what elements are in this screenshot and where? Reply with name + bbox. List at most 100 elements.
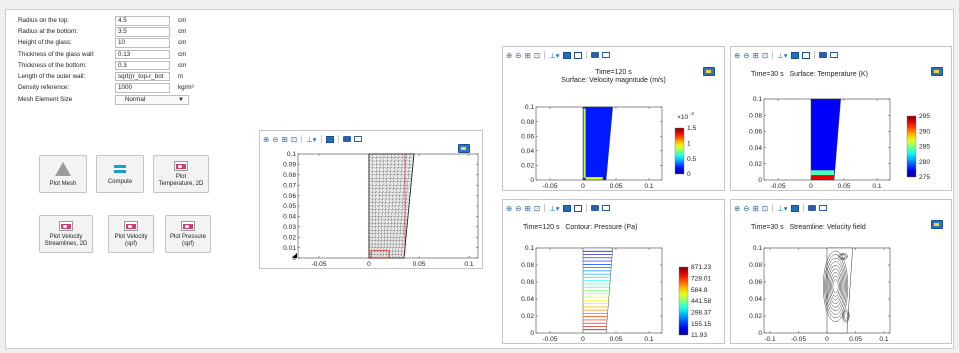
grid-icon[interactable]: [790, 204, 799, 212]
y-tick-label: 0.04: [283, 214, 296, 221]
compute-button[interactable]: Compute: [96, 155, 144, 193]
legend-scale-exponent: -2: [690, 111, 694, 116]
plot-temperature-button[interactable]: Plot Temperature, 2D: [153, 155, 209, 193]
grid-icon[interactable]: [790, 51, 799, 59]
y-tick-label: 0.04: [521, 296, 534, 303]
axis-orientation-icon[interactable]: ⊥▾: [549, 203, 560, 213]
color-legend-icon[interactable]: [703, 67, 715, 76]
grid-icon[interactable]: [562, 204, 571, 212]
panel-toggle-icon[interactable]: [801, 51, 810, 59]
color-legend-label: 1: [687, 141, 691, 148]
camera-icon[interactable]: [590, 52, 599, 58]
y-tick-label: 0: [758, 330, 762, 337]
mesh-size-select[interactable]: Normal ▼: [115, 95, 189, 106]
toolbar-divider: [320, 135, 322, 143]
color-legend-icon[interactable]: [458, 144, 470, 153]
density-input[interactable]: 1000: [115, 83, 170, 93]
plot-toolbar: ⊕ ⊖ ⊞ ⊡ ⊥▾: [506, 50, 610, 60]
zoom-extents-icon[interactable]: ⊡: [290, 134, 298, 144]
toolbar-divider: [772, 204, 774, 212]
plot-streamlines-button[interactable]: Plot Velocity Streamlines, 2D: [39, 215, 93, 253]
plot-time-label: Time=120 s: [595, 69, 632, 76]
zoom-box-icon[interactable]: ⊞: [752, 203, 759, 213]
y-tick-label: 0: [758, 177, 762, 184]
color-legend-icon[interactable]: [931, 220, 943, 229]
velocity-graphics: 0.1 0.08 0.06 0.04 0.02 0 -0.05 0 0.05 0.1 1.5 1 0.5…: [521, 104, 696, 190]
color-legend-icon[interactable]: [931, 67, 943, 76]
zoom-box-icon[interactable]: ⊞: [524, 50, 531, 60]
plot-toolbar: ⊕ ⊖ ⊞ ⊡ ⊥▾: [734, 50, 838, 60]
grid-icon[interactable]: [562, 51, 571, 59]
zoom-in-icon[interactable]: ⊕: [506, 50, 513, 60]
radius-bottom-input[interactable]: 3.5: [115, 27, 170, 37]
height-input[interactable]: 10: [115, 38, 170, 48]
camera-icon[interactable]: [342, 136, 351, 142]
toolbar-divider: [802, 204, 804, 212]
zoom-out-icon[interactable]: ⊖: [743, 50, 750, 60]
color-legend-label: 871.23: [691, 264, 712, 271]
plot-pressure-button[interactable]: Plot Pressure (spf): [165, 215, 211, 253]
color-legend-label: 1.5: [687, 125, 696, 132]
axis-orientation-icon[interactable]: ⊥▾: [549, 50, 560, 60]
zoom-extents-icon[interactable]: ⊡: [533, 203, 541, 213]
zoom-out-icon[interactable]: ⊖: [515, 50, 522, 60]
y-tick-label: 0.07: [283, 182, 296, 189]
grid-icon[interactable]: [325, 135, 334, 143]
zoom-extents-icon[interactable]: ⊡: [533, 50, 541, 60]
zoom-box-icon[interactable]: ⊞: [281, 134, 288, 144]
zoom-out-icon[interactable]: ⊖: [743, 203, 750, 213]
color-legend-label: 155.15: [691, 321, 712, 328]
zoom-out-icon[interactable]: ⊖: [272, 134, 279, 144]
x-tick-label: -0.05: [311, 261, 326, 268]
zoom-box-icon[interactable]: ⊞: [752, 50, 759, 60]
x-tick-label: 0: [809, 183, 813, 190]
outer-wall-input[interactable]: sqrt((r_top-r_bot: [115, 71, 170, 82]
camera-icon[interactable]: [818, 52, 827, 58]
y-tick-label: 0.02: [521, 313, 534, 320]
print-icon[interactable]: [818, 205, 827, 211]
y-tick-label: 0: [530, 177, 534, 184]
x-tick-label: 0.05: [849, 336, 862, 343]
zoom-in-icon[interactable]: ⊕: [734, 203, 741, 213]
bottom-thickness-input[interactable]: 0.3: [115, 60, 170, 71]
zoom-out-icon[interactable]: ⊖: [515, 203, 522, 213]
print-icon[interactable]: [829, 52, 838, 58]
print-icon[interactable]: [353, 136, 362, 142]
camera-icon[interactable]: [590, 205, 599, 211]
panel-toggle-icon[interactable]: [573, 204, 582, 212]
y-tick-label: 0.05: [283, 203, 296, 210]
height-unit: cm: [178, 39, 187, 47]
zoom-extents-icon[interactable]: ⊡: [761, 50, 769, 60]
streamline: [823, 250, 849, 322]
plot-title: Surface: Temperature (K): [789, 71, 868, 78]
zoom-in-icon[interactable]: ⊕: [734, 50, 741, 60]
color-legend-label: 298.37: [691, 310, 712, 317]
velocity-plot-panel: ⊕ ⊖ ⊞ ⊡ ⊥▾ Time=120 s Surface: Velocity …: [502, 46, 725, 191]
color-legend-label: 0: [687, 171, 691, 178]
print-icon[interactable]: [601, 205, 610, 211]
radius-top-input[interactable]: 4.5: [115, 16, 170, 26]
plot-velocity-button[interactable]: Plot Velocity (spf): [108, 215, 154, 253]
wall-thickness-input[interactable]: 0.13: [115, 49, 170, 60]
plot-temperature-label-1: Plot: [175, 174, 187, 180]
plot-mesh-button[interactable]: Plot Mesh: [39, 155, 87, 193]
axis-orientation-icon[interactable]: ⊥▾: [777, 203, 788, 213]
axis-orientation-icon[interactable]: ⊥▾: [777, 50, 788, 60]
plot-mesh-label: Plot Mesh: [49, 181, 77, 187]
streamline: [824, 254, 847, 319]
zoom-in-icon[interactable]: ⊕: [263, 134, 270, 144]
zoom-box-icon[interactable]: ⊞: [524, 203, 531, 213]
y-tick-label: 0.02: [749, 313, 762, 320]
axis-orientation-icon[interactable]: ⊥▾: [306, 134, 317, 144]
color-legend-label: 11.93: [691, 332, 707, 339]
panel-toggle-icon[interactable]: [573, 51, 582, 59]
toolbar-divider: [544, 51, 546, 59]
velocity-hotspot: [585, 177, 603, 180]
x-tick-label: 0.1: [464, 261, 473, 268]
color-legend-bar: [674, 127, 685, 175]
zoom-extents-icon[interactable]: ⊡: [761, 203, 769, 213]
print-icon[interactable]: [601, 52, 610, 58]
camera-icon[interactable]: [807, 205, 816, 211]
zoom-in-icon[interactable]: ⊕: [506, 203, 513, 213]
mesh-graphics: 0.1 0.09 0.08 0.07 0.06 0.05 0.04 0.03 0.02 0.01 0…: [283, 151, 479, 268]
